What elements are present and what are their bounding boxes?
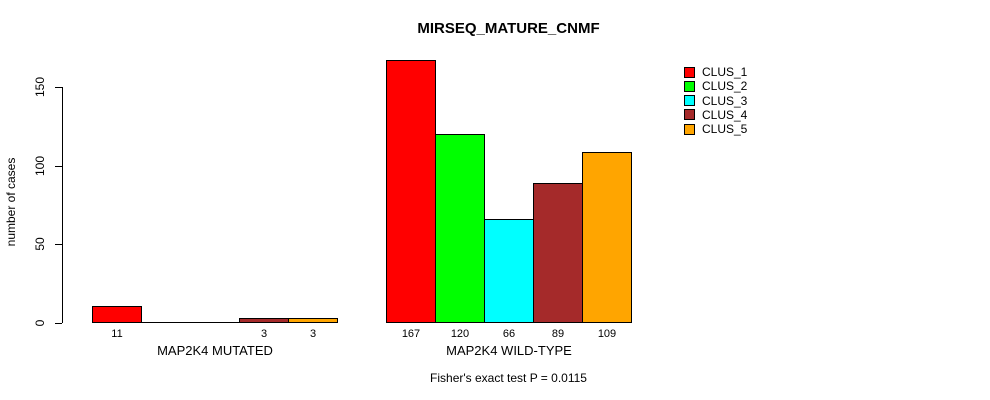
legend-entry: CLUS_1 [684,65,747,79]
y-tick-label: 0 [33,319,47,327]
bar-value-label: 3 [309,328,317,340]
legend-entry: CLUS_5 [684,122,747,136]
legend-swatch-clus_1 [684,66,695,78]
legend-swatch-clus_2 [684,80,695,92]
bar-value-label: 120 [450,328,470,340]
bar-value-label: 3 [260,328,268,340]
y-tick [55,323,62,324]
group-label: MAP2K4 MUTATED [157,343,273,358]
bar-value-label: 167 [401,328,421,340]
y-tick [55,244,62,245]
legend-label: CLUS_2 [702,79,748,94]
y-tick-label: 100 [33,155,47,177]
y-tick [55,87,62,88]
legend-label: CLUS_1 [702,65,748,79]
bar-clus_4 [239,318,289,323]
bar-clus_1 [386,60,436,323]
bar-clus_4 [533,183,583,323]
legend: CLUS_1 CLUS_2 CLUS_3 CLUS_4 CLUS_5 [684,65,794,145]
legend-entry: CLUS_3 [684,94,747,108]
bar-clus_3 [484,219,534,323]
legend-swatch-clus_3 [684,95,695,107]
legend-swatch-clus_5 [684,123,695,135]
y-tick-label: 50 [33,237,47,251]
bar-value-label: 109 [597,328,617,340]
legend-label: CLUS_5 [702,122,748,137]
bar-clus_5 [582,152,632,323]
legend-entry: CLUS_4 [684,108,747,122]
legend-label: CLUS_4 [702,107,748,122]
bar-value-label: 11 [111,328,123,340]
bar-clus_5 [288,318,338,323]
y-axis-line [62,87,63,323]
legend-swatch-clus_4 [684,109,695,121]
y-tick [55,166,62,167]
legend-entry: CLUS_2 [684,79,747,93]
chart-title: MIRSEQ_MATURE_CNMF [417,20,600,37]
y-axis-label: number of cases [4,157,18,247]
zero-bar-clus_2 [141,322,191,323]
bar-clus_1 [92,306,142,323]
y-tick-label: 150 [33,76,47,98]
bar-clus_2 [435,134,485,323]
zero-bar-clus_3 [190,322,240,323]
bar-value-label: 66 [502,328,516,340]
group-label: MAP2K4 WILD-TYPE [446,343,572,358]
fisher-test-caption: Fisher's exact test P = 0.0115 [430,371,587,385]
legend-label: CLUS_3 [702,93,748,108]
bar-value-label: 89 [551,328,565,340]
